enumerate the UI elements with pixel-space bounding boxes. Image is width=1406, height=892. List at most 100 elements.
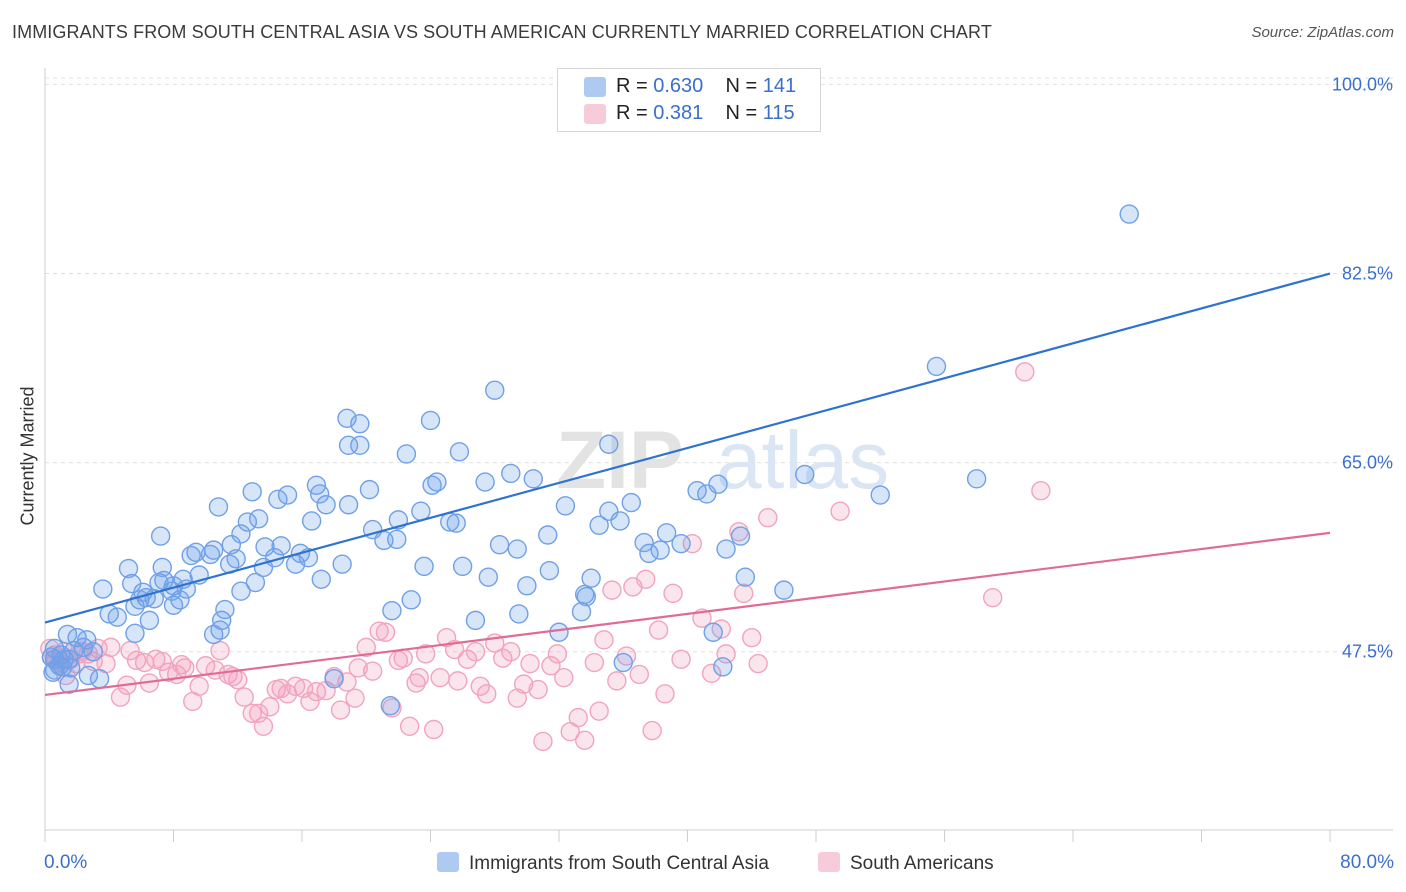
data-point-south-americans <box>584 652 605 673</box>
data-point-south-central-asia <box>78 665 99 686</box>
data-point-south-central-asia <box>475 472 495 492</box>
data-point-south-americans <box>682 533 703 554</box>
data-point-south-americans <box>663 583 683 604</box>
data-point-south-central-asia <box>730 526 751 546</box>
legend-n-label: N = <box>725 102 763 124</box>
data-point-south-americans <box>594 630 614 650</box>
data-point-south-central-asia <box>54 649 74 669</box>
data-point-south-central-asia <box>382 600 402 621</box>
data-point-south-central-asia <box>621 492 641 513</box>
data-point-south-americans <box>528 679 548 700</box>
data-point-south-central-asia <box>539 560 560 581</box>
data-point-south-americans <box>228 670 248 690</box>
data-point-south-central-asia <box>634 532 654 553</box>
data-point-south-central-asia <box>211 610 232 631</box>
data-point-south-americans <box>830 501 850 521</box>
data-point-south-americans <box>448 671 468 691</box>
data-point-south-americans <box>470 676 490 696</box>
x-min-label: 0.0% <box>44 852 88 873</box>
data-point-south-central-asia <box>170 590 190 610</box>
data-point-south-central-asia <box>268 489 288 510</box>
data-point-south-central-asia <box>414 556 434 577</box>
data-point-south-americans <box>465 642 486 662</box>
data-point-south-central-asia <box>538 525 558 545</box>
data-point-south-americans <box>642 720 662 741</box>
data-point-south-central-asia <box>93 579 113 599</box>
axes <box>44 68 1393 842</box>
series-south-central-asia <box>41 204 1139 716</box>
data-point-south-central-asia <box>507 539 527 559</box>
data-point-south-central-asia <box>708 474 728 494</box>
chart-title: IMMIGRANTS FROM SOUTH CENTRAL ASIA VS SO… <box>12 22 992 42</box>
data-point-south-americans <box>189 676 209 696</box>
grid-lines <box>45 77 1393 653</box>
data-point-south-central-asia <box>387 529 407 550</box>
data-point-south-americans <box>152 651 172 672</box>
data-point-south-americans <box>589 701 609 721</box>
source-label: Source: ZipAtlas.com <box>1251 24 1394 41</box>
data-point-south-central-asia <box>338 435 359 456</box>
legend-r-value-blue: 0.630 <box>653 75 704 97</box>
legend-n-value-pink: 115 <box>762 102 795 124</box>
data-point-south-central-asia <box>599 434 619 454</box>
data-point-south-central-asia <box>549 622 569 642</box>
y-tick-label: 82.5% <box>1342 264 1393 284</box>
data-point-south-americans <box>415 644 436 664</box>
data-point-south-central-asia <box>59 674 79 694</box>
data-point-south-americans <box>242 703 262 723</box>
data-point-south-central-asia <box>309 484 330 504</box>
data-point-south-central-asia <box>489 535 510 555</box>
data-point-south-central-asia <box>237 512 258 532</box>
data-point-south-central-asia <box>926 356 947 377</box>
data-point-south-central-asia <box>245 572 266 593</box>
data-point-south-central-asia <box>208 497 229 517</box>
data-point-south-central-asia <box>248 509 269 529</box>
data-point-south-central-asia <box>576 586 597 607</box>
data-point-south-central-asia <box>517 576 537 596</box>
legend-r-label: R = <box>616 102 654 124</box>
bottom-legend-swatch-blue <box>437 852 459 872</box>
data-point-south-central-asia <box>359 479 380 500</box>
data-point-south-central-asia <box>118 558 139 579</box>
data-point-south-americans <box>406 673 426 693</box>
data-point-south-americans <box>655 684 675 704</box>
data-point-south-americans <box>253 716 274 736</box>
data-point-south-americans <box>260 697 280 717</box>
data-point-south-americans <box>742 627 762 648</box>
y-tick-label: 65.0% <box>1342 453 1393 473</box>
data-point-south-central-asia <box>43 662 63 682</box>
data-point-south-americans <box>513 674 534 694</box>
data-point-south-central-asia <box>83 642 103 662</box>
data-point-south-americans <box>110 687 131 707</box>
data-point-south-americans <box>648 620 669 640</box>
y-tick-label: 47.5% <box>1342 642 1393 662</box>
data-point-south-americans <box>399 716 420 736</box>
data-point-south-central-asia <box>485 380 505 400</box>
data-point-south-americans <box>444 639 465 660</box>
watermark-zip: ZIP <box>556 415 684 506</box>
data-point-south-central-asia <box>420 410 441 431</box>
data-point-south-central-asia <box>610 511 630 531</box>
data-point-south-central-asia <box>380 696 401 716</box>
data-point-south-americans <box>568 707 588 728</box>
data-point-south-central-asia <box>501 463 521 484</box>
data-point-south-americans <box>409 667 429 688</box>
data-point-south-central-asia <box>89 669 110 689</box>
data-point-south-central-asia <box>277 485 298 505</box>
trend-line-south-americans <box>44 531 1331 697</box>
data-point-south-americans <box>547 644 568 664</box>
data-point-south-americans <box>175 658 195 678</box>
data-point-south-americans <box>554 667 574 688</box>
data-point-south-central-asia <box>350 435 370 456</box>
data-point-south-americans <box>575 730 595 751</box>
data-point-south-americans <box>1015 362 1035 382</box>
data-point-south-central-asia <box>613 652 633 673</box>
data-point-south-americans <box>758 508 778 528</box>
data-point-south-central-asia <box>465 610 486 631</box>
data-point-south-americans <box>607 671 627 691</box>
data-point-south-americans <box>430 667 450 688</box>
data-point-south-americans <box>520 653 540 674</box>
data-point-south-central-asia <box>427 472 447 492</box>
data-point-south-central-asia <box>77 630 97 650</box>
data-point-south-central-asia <box>231 524 251 544</box>
